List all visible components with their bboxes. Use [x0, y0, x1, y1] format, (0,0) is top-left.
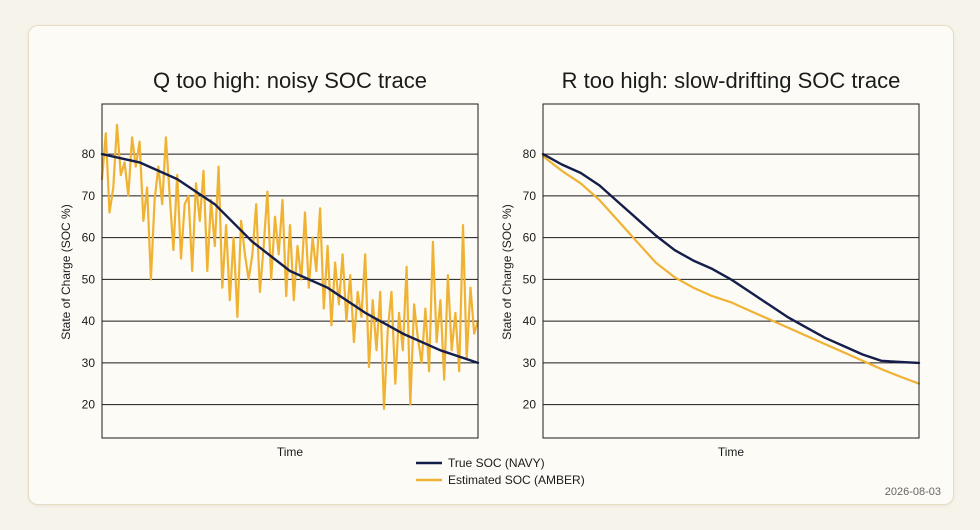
right-chart-y-tick-50: 50 [523, 272, 537, 286]
figure-card [28, 25, 954, 505]
right-chart-title: R too high: slow-drifting SOC trace [562, 68, 901, 93]
right-chart-frame [542, 103, 920, 439]
left-chart-y-tick-80: 80 [82, 147, 96, 161]
right-chart-y-label: State of Charge (SOC %) [500, 204, 514, 339]
right-chart-y-ticks: 20 30 40 50 60 70 80 [523, 147, 537, 412]
left-chart-y-tick-60: 60 [82, 231, 96, 245]
left-chart-frame [101, 103, 479, 439]
right-chart-y-tick-20: 20 [523, 398, 537, 412]
right-chart-x-label: Time [718, 445, 745, 459]
left-chart-y-label: State of Charge (SOC %) [59, 204, 73, 339]
right-chart-y-tick-70: 70 [523, 189, 537, 203]
left-chart-series-estimated [100, 123, 480, 410]
left-chart-grid [102, 153, 478, 406]
legend-label-true: True SOC (NAVY) [448, 456, 545, 470]
right-chart: R too high: slow-drifting SOC trace 20 30… [500, 68, 921, 459]
right-chart-y-tick-30: 30 [523, 356, 537, 370]
left-chart-x-label: Time [277, 445, 304, 459]
right-chart-series-true [541, 152, 921, 365]
date-stamp: 2026-08-03 [885, 486, 941, 498]
right-chart-lines [541, 152, 921, 385]
legend-label-estimated: Estimated SOC (AMBER) [448, 473, 585, 487]
right-chart-y-tick-60: 60 [523, 231, 537, 245]
left-chart-y-tick-40: 40 [82, 314, 96, 328]
left-chart: Q too high: noisy SOC trace 20 30 40 50 60 70… [59, 68, 480, 459]
left-chart-y-tick-50: 50 [82, 272, 96, 286]
left-chart-y-ticks: 20 30 40 50 60 70 80 [82, 147, 96, 412]
right-chart-y-tick-40: 40 [523, 314, 537, 328]
right-chart-series-estimated [541, 155, 921, 385]
left-chart-y-tick-20: 20 [82, 398, 96, 412]
left-chart-lines [100, 123, 480, 410]
left-chart-y-tick-70: 70 [82, 189, 96, 203]
left-chart-title: Q too high: noisy SOC trace [153, 68, 427, 93]
legend: True SOC (NAVY) Estimated SOC (AMBER) [416, 456, 585, 487]
left-chart-y-tick-30: 30 [82, 356, 96, 370]
left-chart-series-true [100, 152, 480, 365]
right-chart-y-tick-80: 80 [523, 147, 537, 161]
